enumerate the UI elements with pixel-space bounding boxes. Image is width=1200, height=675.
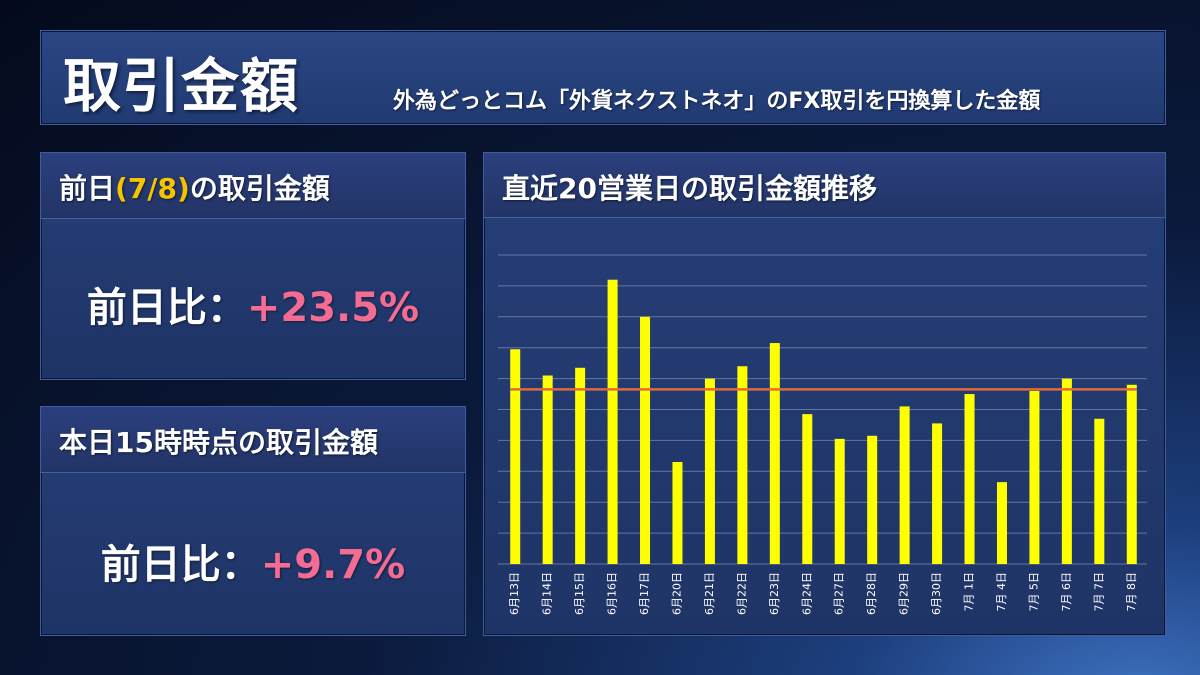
- bar: [640, 316, 651, 564]
- bar: [1061, 378, 1072, 564]
- x-tick-label: 6月30日: [930, 572, 943, 615]
- prev-day-label-suffix: の取引金額: [189, 172, 330, 205]
- bar: [899, 406, 910, 564]
- x-tick-label: 6月28日: [865, 572, 878, 615]
- x-tick-label: 7月 8日: [1125, 572, 1138, 612]
- x-tick-label: 6月21日: [703, 572, 716, 615]
- bar: [542, 375, 553, 564]
- bar: [575, 367, 586, 564]
- bar: [1029, 390, 1040, 564]
- bar: [510, 349, 521, 564]
- prev-day-panel: 前日(7/8)の取引金額 前日比：+23.5%: [40, 152, 466, 380]
- x-tick-label: 7月 6日: [1060, 572, 1073, 612]
- bar: [964, 394, 975, 564]
- prev-day-ratio: 前日比：+23.5%: [41, 275, 465, 333]
- bar: [1094, 418, 1105, 564]
- page-title: 取引金額: [63, 52, 300, 120]
- today-panel: 本日15時時点の取引金額 前日比：+9.7%: [40, 406, 466, 636]
- x-tick-label: 6月24日: [800, 572, 813, 615]
- bar: [932, 423, 943, 564]
- x-tick-label: 6月13日: [508, 572, 521, 615]
- x-tick-label: 6月14日: [541, 572, 554, 615]
- page-subtitle: 外為どっとコム「外貨ネクストネオ」のFX取引を円換算した金額: [393, 89, 1041, 114]
- x-tick-label: 6月22日: [735, 572, 748, 615]
- bar: [607, 279, 618, 564]
- prev-day-ratio-value: +23.5%: [246, 285, 420, 331]
- bar: [1126, 384, 1137, 564]
- today-ratio-label: 前日比：: [100, 542, 261, 588]
- chart-panel: 直近20営業日の取引金額推移 6月13日 6月14日 6月15日 6月16日 6月17日…: [483, 152, 1166, 636]
- x-tick-label: 7月 4日: [995, 572, 1008, 612]
- bar: [672, 462, 683, 564]
- x-tick-label: 7月 1日: [963, 572, 976, 612]
- bar: [704, 378, 715, 564]
- bar: [867, 435, 878, 564]
- bar: [769, 343, 780, 564]
- chart-panel-header: 直近20営業日の取引金額推移: [484, 153, 1165, 218]
- chart-panel-title: 直近20営業日の取引金額推移: [502, 172, 877, 205]
- today-ratio: 前日比：+9.7%: [41, 532, 465, 590]
- bar: [802, 414, 813, 564]
- x-tick-label: 6月15日: [573, 572, 586, 615]
- prev-day-label-prefix: 前日: [59, 172, 116, 205]
- bar: [996, 482, 1007, 564]
- today-ratio-value: +9.7%: [260, 542, 406, 588]
- today-label: 本日15時時点の取引金額: [59, 426, 378, 459]
- prev-day-ratio-label: 前日比：: [86, 285, 247, 331]
- x-tick-label: 6月29日: [898, 572, 911, 615]
- x-tick-label: 6月16日: [606, 572, 619, 615]
- header-banner: 取引金額 外為どっとコム「外貨ネクストネオ」のFX取引を円換算した金額: [40, 30, 1166, 125]
- bar: [737, 366, 748, 564]
- x-tick-label: 6月23日: [768, 572, 781, 615]
- x-tick-label: 7月 5日: [1027, 572, 1040, 612]
- today-panel-header: 本日15時時点の取引金額: [41, 407, 465, 473]
- x-tick-label: 7月 7日: [1092, 572, 1105, 612]
- prev-day-date: (7/8): [115, 172, 190, 205]
- x-tick-label: 6月27日: [833, 572, 846, 615]
- bar-chart: 6月13日 6月14日 6月15日 6月16日 6月17日 6月20日 6月21日 6月22日…: [498, 254, 1147, 615]
- bar: [834, 438, 845, 564]
- x-tick-label: 6月20日: [670, 572, 683, 615]
- prev-day-panel-header: 前日(7/8)の取引金額: [41, 153, 465, 219]
- x-tick-label: 6月17日: [638, 572, 651, 615]
- prev-day-label: 前日(7/8)の取引金額: [59, 167, 330, 207]
